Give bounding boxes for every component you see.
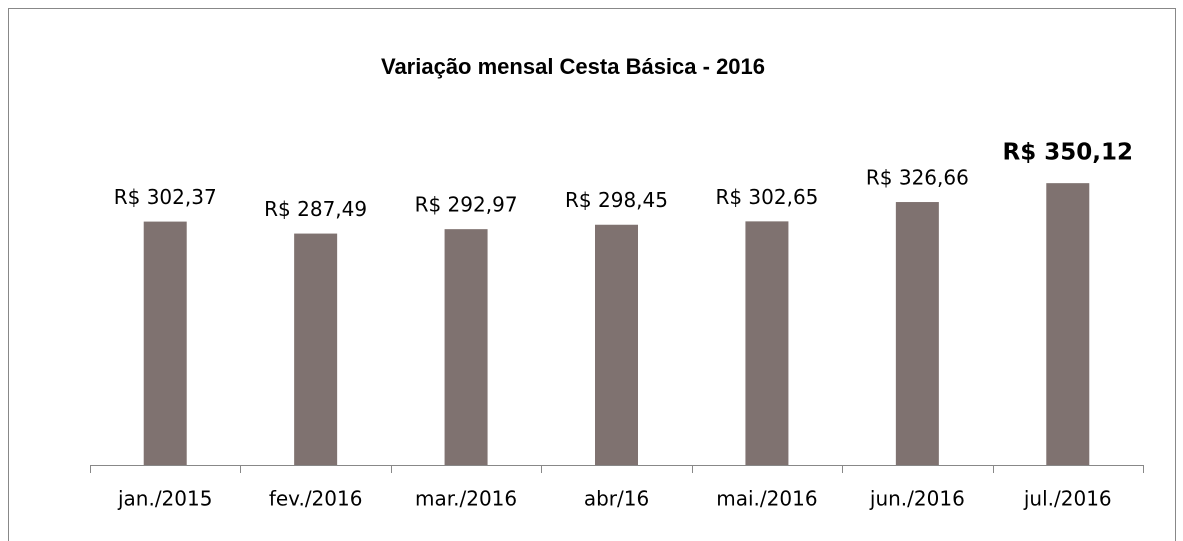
data-label: R$ 326,66 (866, 166, 969, 190)
chart-frame (8, 8, 1176, 541)
data-label: R$ 302,65 (715, 185, 818, 209)
data-label: R$ 350,12 (1003, 140, 1133, 166)
x-tick-label: jul./2016 (1023, 487, 1112, 511)
chart-title: Variação mensal Cesta Básica - 2016 (381, 54, 765, 79)
bar (1046, 183, 1090, 466)
x-tick-label: fev./2016 (269, 487, 363, 511)
bar (294, 233, 338, 465)
x-tick-label: jun./2016 (869, 487, 965, 511)
bar (444, 229, 488, 465)
bar (745, 221, 789, 465)
data-label: R$ 287,49 (264, 197, 367, 221)
x-tick-label: abr/16 (584, 487, 649, 511)
x-tick-label: mar./2016 (415, 487, 517, 511)
bar (895, 202, 939, 465)
bar (595, 224, 638, 465)
x-tick-label: jan./2015 (117, 487, 212, 511)
data-label: R$ 292,97 (415, 193, 518, 217)
data-label: R$ 298,45 (565, 188, 668, 212)
data-label: R$ 302,37 (114, 185, 217, 209)
x-tick-label: mai./2016 (716, 487, 817, 511)
bar (143, 221, 187, 465)
